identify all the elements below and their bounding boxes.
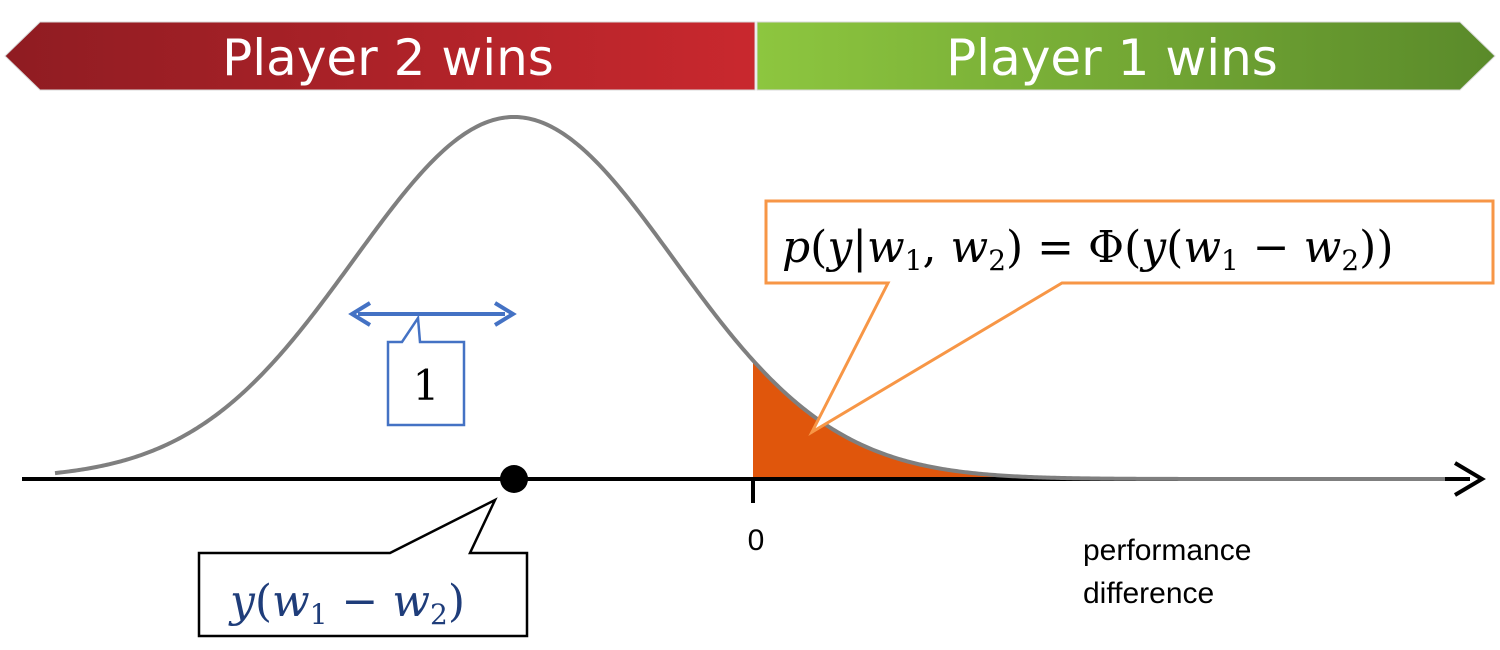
width-callout: 1 [348,301,517,427]
probability-callout: p(y|w1, w2) = Φ(y(w1 − w2)) [764,199,1495,436]
mean-callout: y(w1 − w2) [197,497,529,638]
probability-callout-box [764,199,1495,436]
player1-wins-label: Player 1 wins [946,29,1278,87]
player2-wins-banner: Player 2 wins [4,21,756,91]
width-callout-label: 1 [413,361,440,410]
player1-wins-banner: Player 1 wins [756,21,1496,91]
mean-callout-label: y(w1 − w2) [228,576,465,631]
width-arrow-right-head [493,301,517,327]
x-axis-arrowhead [1453,461,1486,497]
zero-tick-label: 0 [748,524,765,557]
mean-callout-box [197,497,529,638]
probability-tail-area [753,360,1000,479]
mean-marker [500,465,528,493]
gaussian-curve [54,115,1445,481]
axis-label-line1: performance [1083,534,1251,567]
probability-callout-label: p(y|w1, w2) = Φ(y(w1 − w2)) [782,222,1394,277]
axis-label-line2: difference [1083,577,1214,610]
width-arrow-left-head [348,301,372,327]
width-callout-box [386,314,466,427]
player2-wins-label: Player 2 wins [222,29,554,87]
